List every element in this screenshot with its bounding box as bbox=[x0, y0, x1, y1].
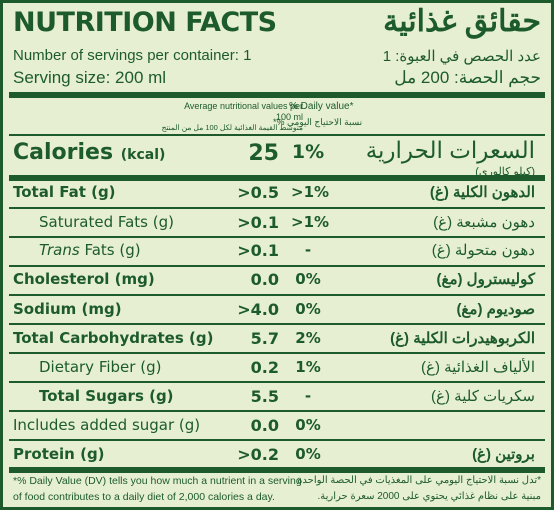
nutrient-label: Includes added sugar (g) bbox=[13, 416, 201, 434]
divider bbox=[9, 265, 545, 267]
table-row-total-fat: Total Fat (g) >0.5 >1% الدهون الكلية (غ) bbox=[9, 183, 545, 207]
nutrient-daily-value: 0% bbox=[295, 416, 321, 434]
divider bbox=[9, 236, 545, 238]
header-average-values-english: Average nutritional values per 100 ml bbox=[184, 101, 303, 122]
nutrient-value: 5.5 bbox=[250, 387, 279, 406]
nutrient-value: >0.2 bbox=[237, 445, 279, 464]
header-daily-value-english: % Daily value* bbox=[289, 101, 354, 112]
nutrient-value: 5.7 bbox=[250, 329, 279, 348]
nutrient-label: Cholesterol (mg) bbox=[13, 270, 155, 288]
divider-thick bbox=[9, 92, 545, 98]
table-row-total-carbohydrates: Total Carbohydrates (g) 5.7 2% الكربوهيد… bbox=[9, 329, 545, 353]
nutrient-label: Protein (g) bbox=[13, 445, 105, 463]
nutrient-label-arabic: الكربوهيدرات الكلية (غ) bbox=[390, 330, 535, 347]
table-row-dietary-fiber: Dietary Fiber (g) 0.2 1% الألياف الغذائي… bbox=[9, 358, 545, 382]
nutrient-value: 0.0 bbox=[250, 270, 279, 289]
nutrient-label: Sodium (mg) bbox=[13, 300, 122, 318]
nutrient-label-arabic: كوليسترول (مغ) bbox=[436, 271, 536, 288]
nutrient-daily-value: 2% bbox=[295, 329, 321, 347]
table-row-added-sugar: Includes added sugar (g) 0.0 0% bbox=[9, 416, 545, 440]
nutrient-daily-value: 0% bbox=[295, 300, 321, 318]
nutrient-daily-value: - bbox=[304, 241, 312, 259]
nutrient-label-arabic: سكريات كلية (غ) bbox=[431, 388, 535, 405]
nutrient-daily-value: 0% bbox=[295, 445, 321, 463]
nutrient-value: >0.5 bbox=[237, 183, 279, 202]
title-english: NUTRITION FACTS bbox=[13, 7, 277, 38]
table-row-total-sugars: Total Sugars (g) 5.5 - سكريات كلية (غ) bbox=[9, 387, 545, 411]
divider-thick bbox=[9, 175, 545, 181]
nutrient-daily-value: >1% bbox=[291, 183, 330, 201]
nutrient-label-arabic: الدهون الكلية (غ) bbox=[429, 184, 535, 201]
nutrient-daily-value: >1% bbox=[291, 213, 330, 231]
nutrient-value: 0.0 bbox=[250, 416, 279, 435]
divider bbox=[9, 207, 545, 209]
nutrition-panel: NUTRITION FACTS حقائق غذائية Number of s… bbox=[3, 3, 551, 507]
table-row-sodium: Sodium (mg) >4.0 0% صوديوم (مغ) bbox=[9, 300, 545, 324]
serving-size-english: Serving size: 200 ml bbox=[13, 68, 167, 87]
table-row-cholesterol: Cholesterol (mg) 0.0 0% كوليسترول (مغ) bbox=[9, 270, 545, 294]
nutrient-label-arabic: الألياف الغذائية (غ) bbox=[421, 359, 535, 376]
divider bbox=[9, 134, 545, 136]
servings-per-container-english: Number of servings per container: 1 bbox=[13, 47, 252, 64]
divider bbox=[9, 439, 545, 441]
divider bbox=[9, 352, 545, 354]
calories-label-arabic: السعرات الحرارية bbox=[365, 137, 535, 163]
nutrient-daily-value: 0% bbox=[295, 270, 321, 288]
table-row-trans-fats: Trans Fats (g) >0.1 - دهون متحولة (غ) bbox=[9, 241, 545, 265]
table-row-saturated-fats: Saturated Fats (g) >0.1 >1% دهون مشبعة (… bbox=[9, 213, 545, 237]
nutrient-value: >0.1 bbox=[237, 213, 279, 232]
divider bbox=[9, 410, 545, 412]
serving-size-arabic: حجم الحصة: 200 مل bbox=[394, 68, 541, 87]
nutrient-daily-value: - bbox=[304, 387, 312, 405]
nutrient-value: >4.0 bbox=[237, 300, 279, 319]
divider bbox=[9, 323, 545, 325]
divider bbox=[9, 381, 545, 383]
nutrient-value: 0.2 bbox=[250, 358, 279, 377]
nutrient-label: Total Carbohydrates (g) bbox=[13, 329, 214, 347]
nutrient-label: Saturated Fats (g) bbox=[39, 213, 174, 231]
nutrient-label: Total Fat (g) bbox=[13, 183, 116, 201]
calories-label: Calories (kcal) bbox=[13, 140, 166, 165]
calories-row: Calories (kcal) 25 1% السعرات الحرارية (… bbox=[9, 137, 545, 178]
divider-thick bbox=[9, 467, 545, 473]
title-arabic: حقائق غذائية bbox=[383, 5, 541, 38]
header-daily-value-arabic: نسبة الاحتياج اليومي %* bbox=[273, 117, 363, 127]
nutrient-label-arabic: دهون متحولة (غ) bbox=[431, 242, 535, 259]
header-average-values-arabic: متوسط القيمة الغذائية لكل 100 مل من المن… bbox=[161, 123, 303, 132]
nutrient-label: Trans Fats (g) bbox=[39, 241, 141, 259]
footnote-english: *% Daily Value (DV) tells you how much a… bbox=[13, 475, 302, 503]
calories-daily-value: 1% bbox=[291, 141, 325, 163]
footnote-arabic: *تدل نسبة الاحتياج اليومي على المغذيات ف… bbox=[297, 475, 541, 502]
nutrient-label-arabic: دهون مشبعة (غ) bbox=[433, 214, 535, 231]
servings-per-container-arabic: عدد الحصص في العبوة: 1 bbox=[382, 48, 541, 65]
nutrient-value: >0.1 bbox=[237, 241, 279, 260]
nutrient-label-arabic: بروتين (غ) bbox=[472, 446, 535, 463]
divider bbox=[9, 294, 545, 296]
nutrient-daily-value: 1% bbox=[295, 358, 321, 376]
table-row-protein: Protein (g) >0.2 0% بروتين (غ) bbox=[9, 445, 545, 469]
nutrient-label-arabic: صوديوم (مغ) bbox=[456, 301, 535, 318]
nutrient-label: Total Sugars (g) bbox=[39, 387, 174, 405]
nutrient-label: Dietary Fiber (g) bbox=[39, 358, 162, 376]
calories-value: 25 bbox=[248, 141, 279, 166]
